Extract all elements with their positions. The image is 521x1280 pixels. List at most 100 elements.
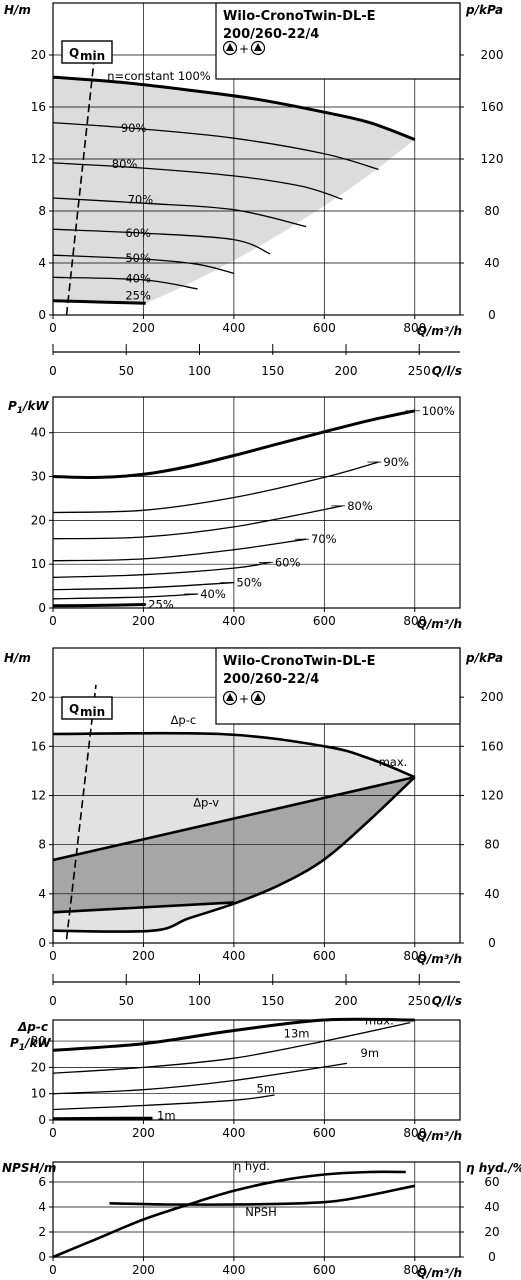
x-tick-label: 600 [313,321,336,335]
x-axis-label: Q/m³/h [417,324,462,338]
power-curve-80pct [52,505,343,540]
x-tick-label: 200 [132,949,155,963]
axis-qls2: 0 50 100 150 200 250 Q/l/s [49,974,462,1008]
y-tick-label: 4 [38,887,46,901]
triangle-icon [254,693,262,701]
control-curve [52,776,416,933]
curve-50- [52,254,235,275]
x-tick-label: 0 [49,1263,57,1277]
qmin-sub: min [80,705,105,719]
power-curve-70pct [52,538,307,562]
curve-label: 50% [125,251,151,265]
power-curve-50pct [52,581,234,591]
x-axis-label: Q/m³/h [417,1129,462,1143]
title-box [215,2,461,80]
q-ls-axis-label: Q/l/s [432,364,462,378]
curve-efficiency [52,1170,406,1259]
power-curve-label: 25% [148,597,174,611]
power-curve-5m [52,1094,275,1111]
y-tick-label: 30 [31,1034,46,1048]
chart-title: Wilo-CronoTwin-DL-E [223,9,376,24]
power-curve-90pct [52,461,379,514]
control-curve [52,731,416,779]
y-tick-label: 4 [38,1200,46,1214]
curve-60- [52,228,271,255]
power-curve-60pct [52,561,271,578]
x-tick-label: 200 [132,614,155,628]
q-ls-tick-label: 200 [335,994,358,1008]
power-curve-label: 5m [257,1082,276,1096]
y-right-axis-label: p/kPa [465,651,503,665]
y-label-main: P [8,399,17,413]
y-axis-label: P1/kW [8,399,49,416]
x-tick-label: 200 [132,1126,155,1140]
x-tick-label: 800 [403,614,426,628]
q-ls-tick-label: 0 [49,994,57,1008]
x-tick-label: 600 [313,1263,336,1277]
chart-subtitle: 200/260-22/4 [223,27,319,42]
y-tick-label: 0 [38,601,46,615]
x-tick-label: 400 [222,1263,245,1277]
power-curve-25pct [52,603,146,608]
q-ls-tick-label: 50 [119,994,134,1008]
y-right-tick-label: 0 [488,936,496,950]
x-tick-label: 0 [49,321,57,335]
chart-p1: 0 200 400 600 800 0 10 20 30 40 Q/m³/h 100% 90% 80% 70… [8,396,462,631]
y-tick-label: 0 [38,1113,46,1127]
control-curve-label: max. [379,755,408,769]
y-tick-label: 20 [31,513,46,527]
power-curve-max [52,1017,415,1052]
y-tick-label: 8 [38,838,46,852]
x-tick-label: 800 [403,949,426,963]
curve-90- [52,121,379,171]
power-curve-label: 60% [275,555,301,569]
y-tick-label: 8 [38,204,46,218]
y-label-main: P [10,1036,19,1050]
curve-label: 60% [125,226,151,240]
x-tick-label: 800 [403,1126,426,1140]
q-ls-axis-label: Q/l/s [432,994,462,1008]
qmin-label: Q [69,702,79,716]
x-tick-label: 400 [222,1126,245,1140]
x-tick-label: 0 [49,1126,57,1140]
x-tick-label: 400 [222,614,245,628]
curve-80- [52,162,343,200]
x-tick-label: 0 [49,949,57,963]
q-ls-tick-label: 150 [261,364,284,378]
y-right-tick-label: 120 [481,152,504,166]
plot-frame [52,1019,461,1121]
x-axis-label: Q/m³/h [417,952,462,966]
title-box [215,647,461,725]
y-right-tick-label: 40 [484,256,499,270]
q-ls-tick-label: 250 [408,364,431,378]
chart-h2: 0 200 400 600 80004812162004080120160200Q/m³… [4,647,503,966]
qmin-sub: min [80,49,105,63]
x-tick-label: 600 [313,1126,336,1140]
curve-25- [52,299,146,305]
qmin-line [65,684,97,940]
power-curve-label: max. [365,1013,394,1027]
q-ls-tick-label: 250 [408,994,431,1008]
qmin-label: Q [69,46,79,60]
x-tick-label: 200 [132,1263,155,1277]
power-curve-100pct [52,409,416,479]
power-curve-label: 50% [236,576,262,590]
y-tick-label: 16 [31,739,46,753]
q-ls-tick-label: 200 [335,364,358,378]
control-curve [52,775,416,862]
y-tick-label: 12 [31,152,46,166]
y-axis-label: H/m [4,3,31,17]
chart-subtitle: 200/260-22/4 [223,672,319,687]
x-axis-label: Q/m³/h [417,617,462,631]
y-right-tick-label: 40 [484,1200,499,1214]
q-ls-tick-label: 100 [188,364,211,378]
power-curve-label: 90% [383,455,409,469]
chart-p2: 0 200 400 600 800 0 10 20 30 Q/m³/h max. 13m 9m 5m 1m Δ… [10,1013,462,1143]
x-tick-label: 200 [132,321,155,335]
y-right-tick-label: 160 [481,100,504,114]
y-tick-label: 0 [38,936,46,950]
curve-label: 25% [125,289,151,303]
qmin-box [61,40,113,64]
